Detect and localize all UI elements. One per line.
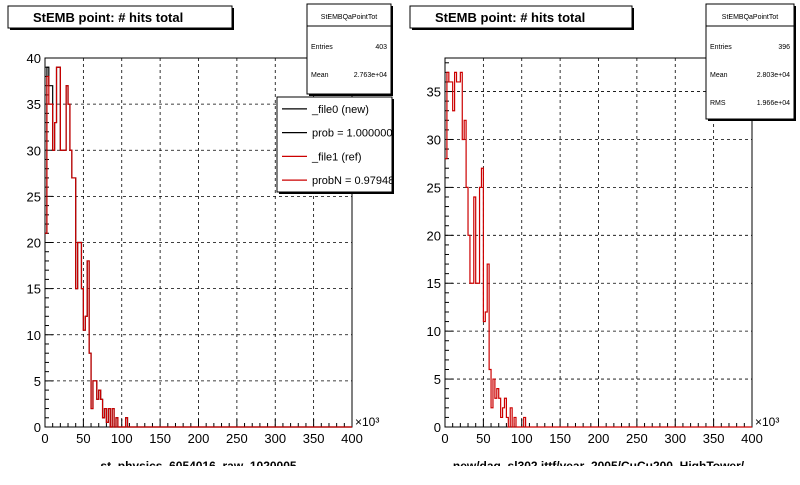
x-axis-multiplier: ×10³	[755, 415, 779, 429]
x-tick-label: 0	[41, 431, 48, 446]
legend-label: _file0 (new)	[311, 104, 369, 116]
left-histogram-panel: 0 50 100 150 200 250 300 350 400 0 5 10 15 20 25 30 35 40…	[7, 3, 394, 473]
x-tick-label: 150	[549, 431, 571, 446]
x-tick-label: 150	[149, 431, 171, 446]
title-box	[409, 5, 633, 29]
y-tick-label: 15	[427, 276, 441, 291]
stats-label: Mean	[710, 72, 728, 79]
bottom-strip	[0, 466, 800, 480]
legend-label: prob = 1.000000	[312, 128, 392, 140]
y-tick-label: 0	[34, 420, 41, 435]
legend-label: _file1 (ref)	[311, 151, 362, 163]
stats-label: Entries	[311, 44, 333, 51]
y-tick-label: 20	[27, 236, 41, 251]
stats-box	[705, 3, 795, 120]
x-tick-label: 300	[264, 431, 286, 446]
x-tick-label: 200	[588, 431, 610, 446]
y-tick-label: 25	[427, 180, 441, 195]
stats-value: 2.763e+04	[354, 72, 387, 79]
y-tick-label: 15	[27, 282, 41, 297]
x-tick-label: 100	[511, 431, 533, 446]
x-tick-label: 400	[741, 431, 763, 446]
stats-value: 2.803e+04	[757, 72, 790, 79]
stats-value: 396	[778, 44, 790, 51]
y-tick-label: 10	[427, 324, 441, 339]
stats-box	[306, 3, 392, 95]
stats-label: Mean	[311, 72, 329, 79]
stats-name: StEMBQaPointTot	[722, 14, 778, 21]
y-tick-label: 30	[427, 132, 441, 147]
stats-label: Entries	[710, 44, 732, 51]
y-tick-label: 5	[34, 374, 41, 389]
x-axis-multiplier: ×10³	[355, 415, 379, 429]
x-tick-label: 300	[664, 431, 686, 446]
stats-label: RMS	[710, 100, 726, 107]
title-box	[7, 5, 233, 29]
x-tick-label: 250	[626, 431, 648, 446]
y-tick-label: 0	[434, 420, 441, 435]
histogram-series-ref	[45, 66, 352, 428]
x-tick-label: 0	[441, 431, 448, 446]
x-tick-label: 100	[111, 431, 133, 446]
stats-value: 403	[375, 44, 387, 51]
y-tick-label: 25	[27, 189, 41, 204]
stats-name: StEMBQaPointTot	[321, 14, 377, 21]
y-tick-label: 20	[427, 228, 441, 243]
y-tick-label: 30	[27, 143, 41, 158]
x-tick-label: 50	[476, 431, 490, 446]
x-tick-label: 200	[188, 431, 210, 446]
legend-label: probN = 0.97948	[312, 175, 394, 187]
x-tick-label: 250	[226, 431, 248, 446]
y-tick-label: 40	[27, 51, 41, 66]
y-tick-label: 5	[434, 372, 441, 387]
x-tick-label: 400	[341, 431, 363, 446]
chart-title: StEMB point: # hits total	[435, 10, 585, 25]
x-tick-label: 350	[703, 431, 725, 446]
right-histogram-panel: 0 50 100 150 200 250 300 350 400 0 5 10 15 20 25 30 35 ×1…	[409, 3, 796, 473]
chart-title: StEMB point: # hits total	[33, 10, 183, 25]
y-tick-label: 35	[27, 97, 41, 112]
x-tick-label: 350	[303, 431, 325, 446]
x-tick-label: 50	[76, 431, 90, 446]
y-tick-label: 35	[427, 85, 441, 100]
stats-value: 1.966e+04	[757, 100, 790, 107]
y-tick-label: 10	[27, 328, 41, 343]
legend-box	[276, 96, 393, 193]
histogram-series-ref	[445, 71, 752, 428]
